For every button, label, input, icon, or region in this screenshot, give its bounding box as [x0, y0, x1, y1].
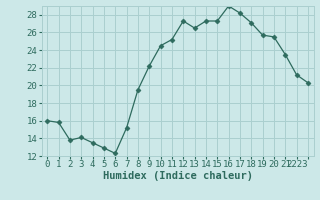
X-axis label: Humidex (Indice chaleur): Humidex (Indice chaleur) — [103, 171, 252, 181]
